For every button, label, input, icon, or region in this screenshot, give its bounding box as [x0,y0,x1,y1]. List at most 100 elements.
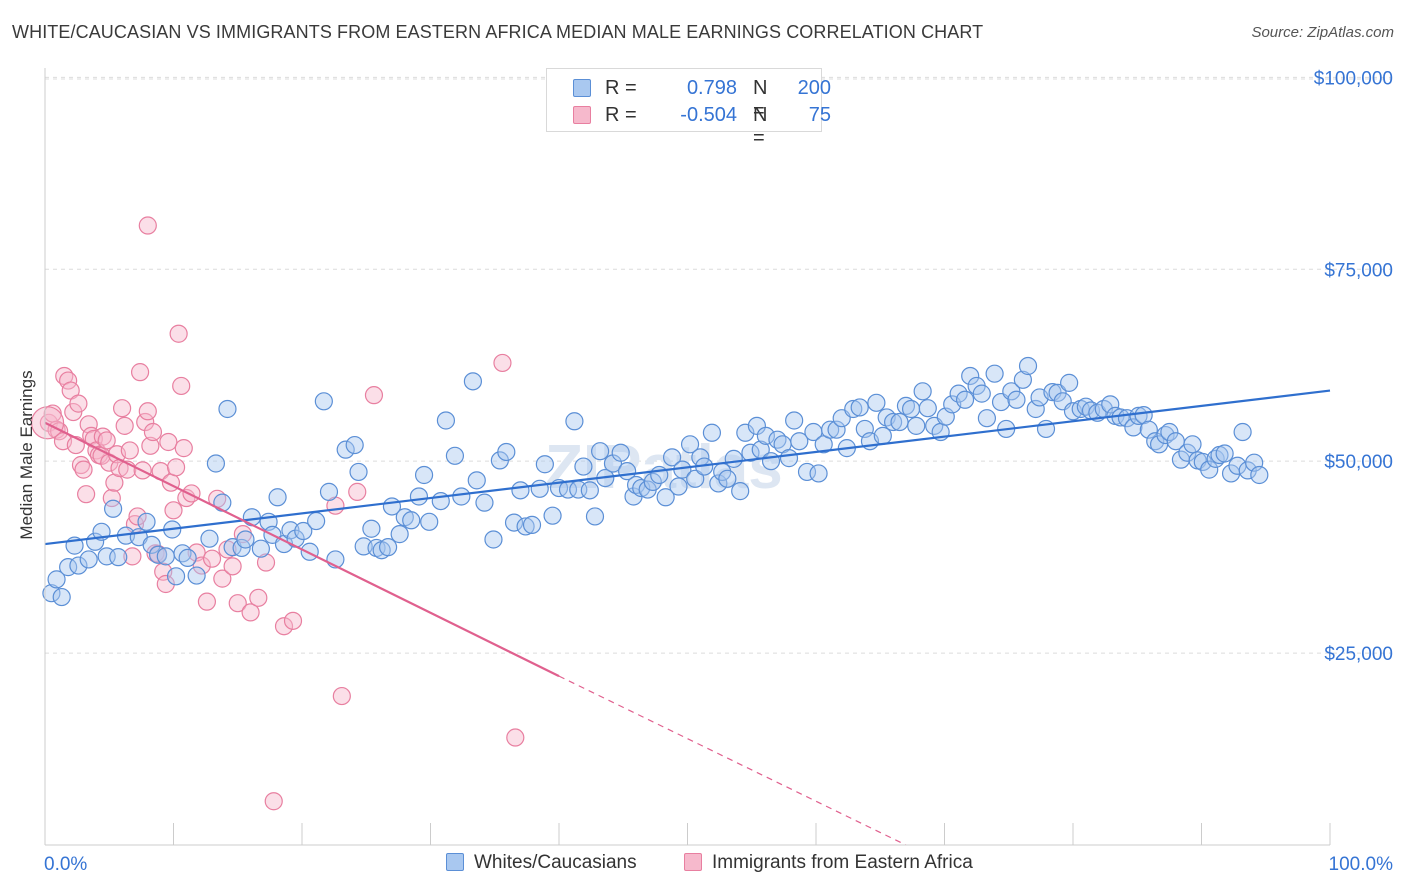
blue-point [867,393,886,412]
blue-point [741,443,760,462]
pink-point [141,436,160,455]
blue-point [452,487,471,506]
pink-point [213,569,232,588]
pink-point [256,553,276,572]
blue-point [756,426,775,445]
blue-point [232,538,251,558]
blue-point [148,545,168,564]
blue-point [409,487,429,506]
blue-point [206,454,226,473]
blue-point [314,392,333,411]
blue-point [1124,418,1143,437]
blue-point [156,547,175,566]
blue-point [883,412,903,432]
blue-point [565,412,584,431]
blue-point [1043,382,1062,402]
blue-point [1013,370,1032,389]
blue-point [680,435,700,454]
blue-point [656,488,675,507]
blue-point [414,465,434,485]
blue-point [1007,390,1026,409]
blue-point [336,440,355,459]
pink-point [348,482,367,501]
pink-point [112,399,132,418]
blue-point [1060,373,1079,392]
blue-point [178,548,197,568]
blue-point [535,455,554,474]
blue-point [985,364,1004,383]
source-label: Source: ZipAtlas.com [1251,24,1394,41]
y-axis-label: Median Male Earnings [17,370,36,539]
axes [44,68,1331,846]
legend-item-whites: Whites/Caucasians [446,852,637,874]
blue-point [1026,399,1045,419]
blue-point [362,519,381,538]
blue-point [632,478,651,498]
chart-title: WHITE/CAUCASIAN VS IMMIGRANTS FROM EASTE… [12,22,984,42]
blue-point [378,538,398,557]
blue-point [1250,465,1269,485]
pink-point [192,556,211,575]
pink-point [130,363,150,382]
blue-point [475,493,494,512]
y-tick-label: $25,000 [1324,644,1393,665]
legend-label: Immigrants from Eastern Africa [712,852,973,873]
blue-point [977,409,997,428]
blue-point [785,411,804,430]
blue-point [52,587,71,607]
blue-series-points [42,356,1269,607]
blue-point [643,472,662,492]
pink-point [74,460,93,479]
blue-point [1233,422,1252,442]
blue-point [484,530,503,549]
n-label: N = [753,77,768,122]
tick-labels: $25,000 $50,000 $75,000 $100,000 0.0% 100.0% M… [17,68,1393,875]
blue-point [300,542,319,561]
blue-point [213,493,232,512]
blue-point [349,462,368,482]
pink-point [364,386,384,405]
pink-point [506,728,525,747]
pink-point [202,549,222,568]
blue-point [467,471,486,490]
blue-point [827,420,846,439]
blue-point [1183,435,1202,454]
blue-point [1200,460,1219,479]
blue-point [747,416,766,435]
blue-point [790,432,809,451]
pink-point [143,422,163,442]
blue-point [104,499,123,518]
blue-point [516,517,535,536]
blue-point [918,399,937,418]
y-tick-label: $75,000 [1324,260,1393,281]
blue-point [718,469,737,488]
blue-point [702,423,722,442]
blue-point [961,366,980,386]
blue-point [47,570,66,589]
blue-point [142,535,161,554]
r-value: -0.504 [680,104,737,126]
blue-point [585,507,605,526]
blue-swatch [573,79,591,97]
pink-trendline [44,421,560,678]
blue-point [669,477,688,496]
blue-point [1018,356,1038,376]
blue-point [736,423,755,442]
blue-point [901,399,921,419]
blue-point [200,529,219,548]
blue-point [511,481,530,500]
pink-point [332,686,351,706]
blue-point [761,452,781,471]
pink-point [493,353,512,373]
x-tick-label-min: 0.0% [44,854,87,875]
pink-swatch [684,853,702,871]
blue-point [390,525,409,544]
pink-point [197,592,217,611]
blue-point [307,511,326,531]
blue-point [591,442,610,461]
blue-point [137,512,156,531]
legend-item-immigrants: Immigrants from Eastern Africa [684,852,973,874]
blue-point [797,462,817,482]
blue-trendline [44,389,1331,546]
blue-point [972,384,991,403]
